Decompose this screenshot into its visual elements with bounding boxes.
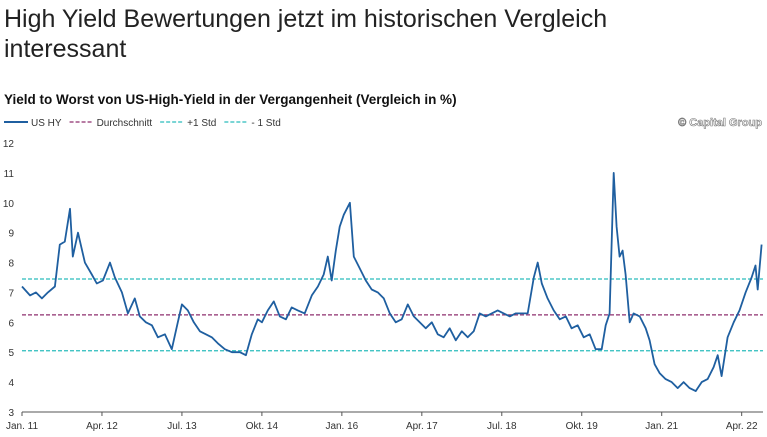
legend-label: - 1 Std (251, 118, 280, 129)
page-title: High Yield Bewertungen jetzt im historis… (4, 4, 607, 64)
y-tick-label: 10 (3, 199, 15, 210)
y-tick-label: 4 (8, 378, 14, 389)
title-line-1: High Yield Bewertungen jetzt im historis… (4, 5, 608, 33)
y-tick-label: 7 (8, 288, 14, 299)
legend-label: US HY (31, 118, 62, 129)
y-tick-label: 6 (8, 318, 14, 329)
y-tick-label: 11 (4, 169, 15, 180)
x-tick-label: Okt. 14 (246, 421, 279, 432)
y-tick-label: 3 (8, 408, 14, 419)
y-tick-label: 9 (8, 229, 14, 240)
y-axis: 3 4 5 6 7 8 9 10 11 12 (3, 139, 15, 419)
legend-label: Durchschnitt (97, 118, 153, 129)
y-tick-label: 8 (8, 259, 14, 270)
x-tick-label: Jan. 21 (645, 421, 678, 432)
legend: US HY Durchschnitt +1 Std - 1 Std (4, 118, 281, 129)
y-tick-label: 5 (8, 348, 14, 359)
legend-label: +1 Std (187, 118, 216, 129)
series-line-us-hy (21, 172, 763, 392)
x-tick-label: Jan. 11 (6, 421, 38, 432)
x-tick-label: Okt. 19 (566, 421, 599, 432)
x-tick-label: Jan. 16 (325, 421, 358, 432)
x-axis: Jan. 11 Apr. 12 Jul. 13 Okt. 14 Jan. 16 Apr. … (6, 411, 763, 432)
x-tick-label: Jul. 18 (487, 421, 517, 432)
title-line-2: interessant (4, 35, 127, 63)
x-tick-label: Apr. 12 (86, 421, 118, 432)
x-tick-label: Apr. 22 (726, 421, 758, 432)
watermark: © Capital Group (678, 117, 762, 129)
reference-lines (22, 278, 763, 352)
y-tick-label: 12 (3, 139, 15, 150)
series-lines (21, 172, 763, 392)
x-tick-label: Apr. 17 (406, 421, 438, 432)
x-tick-label: Jul. 13 (167, 421, 197, 432)
chart-title: Yield to Worst von US-High-Yield in der … (4, 92, 457, 107)
